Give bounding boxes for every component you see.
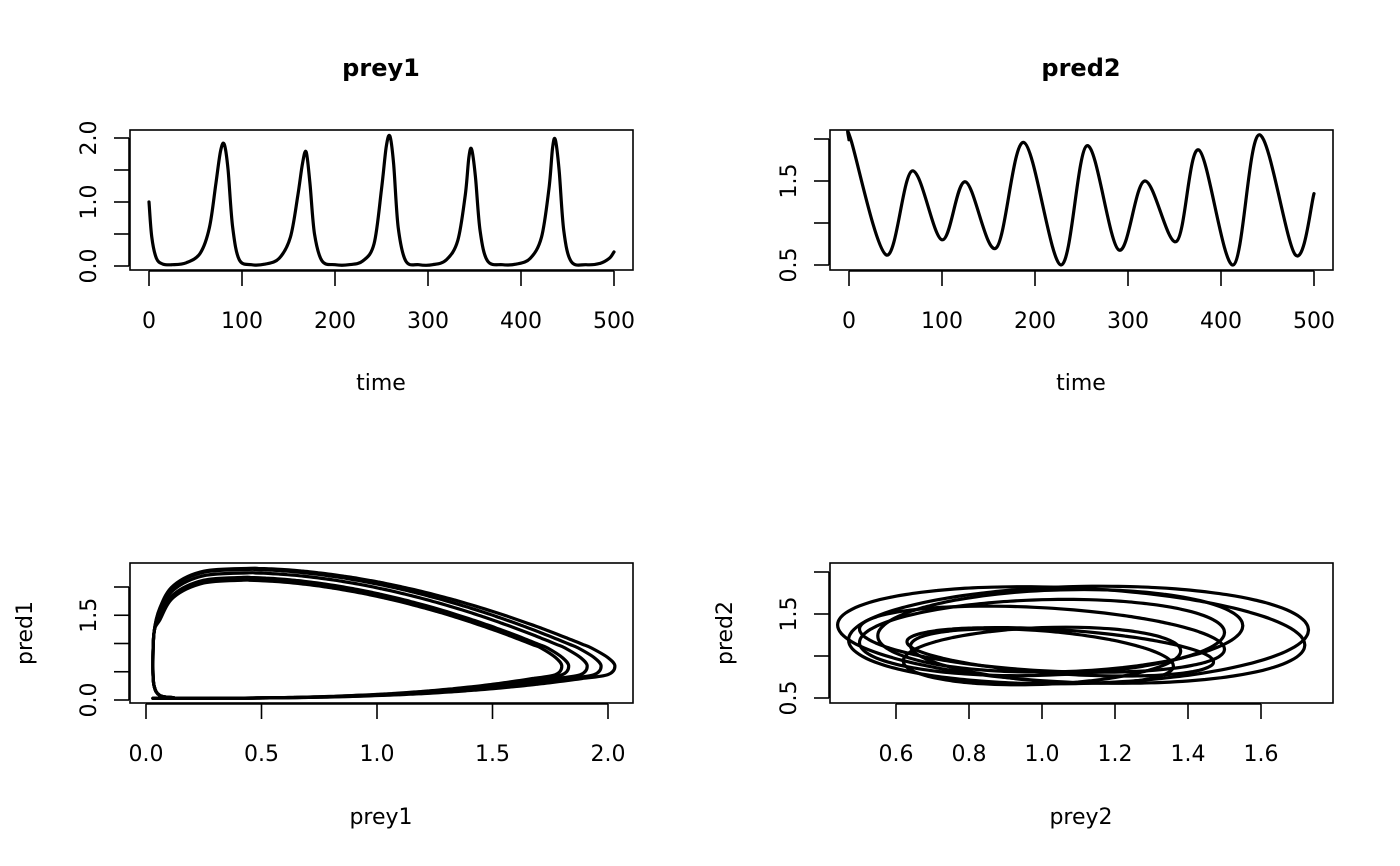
y-axis: 0.0 1.0 2.0	[77, 121, 130, 284]
x-tick-label: 1.0	[1025, 742, 1060, 767]
chart-title: pred2	[1041, 54, 1120, 82]
panel-prey1-time: prey1 0.0 1.0 2.0 0 100 200 300 400 500 time	[77, 54, 635, 396]
x-axis-label: prey2	[1049, 805, 1112, 830]
x-tick-label: 0.8	[952, 742, 987, 767]
y-tick-label: 0.5	[777, 248, 802, 283]
x-tick-label: 1.0	[360, 742, 395, 767]
x-tick-label: 0.5	[244, 742, 279, 767]
plot-frame	[829, 562, 1334, 704]
x-tick-label: 2.0	[591, 742, 626, 767]
x-tick-label: 400	[1200, 309, 1242, 334]
x-axis: 0.0 0.5 1.0 1.5 2.0	[129, 703, 626, 767]
y-tick-label: 1.5	[777, 164, 802, 199]
x-tick-label: 300	[407, 309, 449, 334]
x-axis: 0 100 200 300 400 500	[842, 270, 1335, 334]
x-axis: 0.6 0.8 1.0 1.2 1.4 1.6	[879, 703, 1279, 767]
plot-frame	[829, 129, 1334, 271]
chart-title: prey1	[342, 54, 420, 82]
x-tick-label: 500	[593, 309, 635, 334]
x-tick-label: 200	[1014, 309, 1056, 334]
phase-loop	[876, 587, 1245, 674]
x-tick-label: 0.0	[129, 742, 164, 767]
y-tick-label: 0.0	[77, 249, 102, 284]
y-axis-label: pred1	[13, 601, 38, 665]
phase-loop	[151, 575, 571, 700]
phase-trajectory	[836, 584, 1311, 687]
y-axis: 0.5 1.5	[777, 138, 830, 283]
x-axis-label: time	[356, 371, 406, 396]
panel-prey2-pred2-phase: 0.5 1.5 0.6 0.8 1.0 1.2 1.4 1.6 prey2 pred2	[713, 562, 1334, 830]
y-axis: 0.0 1.5	[77, 586, 130, 718]
x-tick-label: 0	[842, 309, 856, 334]
y-tick-label: 1.5	[77, 598, 102, 633]
x-tick-label: 1.5	[475, 742, 510, 767]
x-axis-label: prey1	[349, 805, 412, 830]
y-tick-label: 0.5	[777, 681, 802, 716]
x-tick-label: 100	[921, 309, 963, 334]
x-tick-label: 300	[1107, 309, 1149, 334]
panel-pred2-time: pred2 0.5 1.5 0 100 200 300 400 500 time	[777, 54, 1335, 396]
y-tick-label: 1.0	[77, 185, 102, 220]
series-line-prey1	[147, 133, 616, 267]
x-axis-label: time	[1056, 371, 1106, 396]
x-tick-label: 500	[1293, 309, 1335, 334]
x-tick-label: 400	[500, 309, 542, 334]
y-axis-label: pred2	[713, 601, 738, 665]
x-tick-label: 1.2	[1098, 742, 1133, 767]
phase-loop	[909, 627, 1175, 685]
x-tick-label: 100	[221, 309, 263, 334]
x-tick-label: 0	[142, 309, 156, 334]
phase-trajectory	[151, 566, 617, 700]
y-tick-label: 2.0	[77, 121, 102, 156]
phase-loop	[151, 566, 617, 700]
x-tick-label: 200	[314, 309, 356, 334]
y-tick-label: 1.5	[777, 597, 802, 632]
x-tick-label: 1.4	[1171, 742, 1206, 767]
panel-prey1-pred1-phase: 0.0 1.5 0.0 0.5 1.0 1.5 2.0 prey1 pred1	[13, 562, 634, 830]
x-axis: 0 100 200 300 400 500	[142, 270, 635, 334]
plot-frame	[129, 562, 634, 704]
plot-frame	[129, 129, 634, 271]
phase-loop	[905, 625, 1216, 678]
phase-loop	[847, 584, 1311, 686]
phase-loop	[151, 578, 564, 700]
series-line-pred2	[846, 129, 1316, 267]
y-axis: 0.5 1.5	[777, 571, 830, 716]
y-tick-label: 0.0	[77, 683, 102, 718]
x-tick-label: 1.6	[1244, 742, 1279, 767]
x-tick-label: 0.6	[879, 742, 914, 767]
phase-loop	[857, 604, 1227, 674]
